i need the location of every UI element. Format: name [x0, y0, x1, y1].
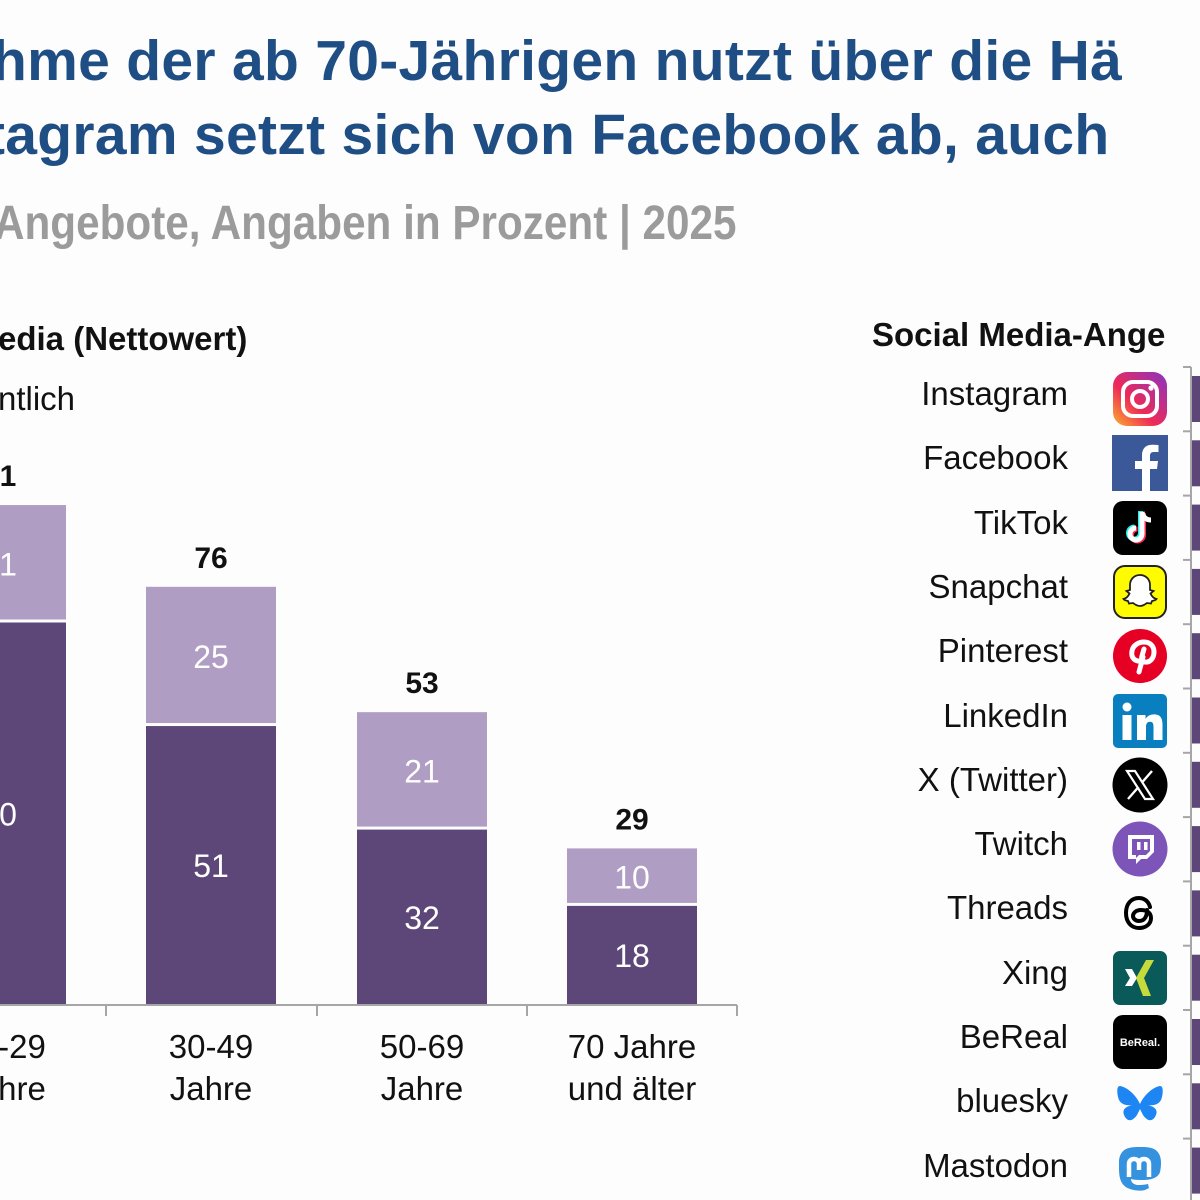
threads-icon: [1112, 885, 1168, 941]
data-label-light: 25: [193, 639, 229, 675]
platform-label: Facebook: [923, 439, 1068, 477]
instagram-icon: [1112, 371, 1168, 427]
twitch-icon: [1112, 821, 1168, 877]
svg-text:BeReal.: BeReal.: [1120, 1037, 1160, 1049]
platform-bar: [1192, 440, 1200, 487]
chart-title-line-1: hme der ab 70-Jährigen nutzt über die Hä: [0, 29, 1123, 93]
chart-title-line-2: tagram setzt sich von Facebook ab, auch: [0, 103, 1110, 167]
platform-label: Xing: [1001, 953, 1068, 991]
total-label: 29: [615, 803, 648, 836]
platform-label: Twitch: [974, 825, 1068, 863]
platform-bar: [1192, 1147, 1200, 1194]
x-twitter-icon: [1112, 757, 1168, 813]
bar-segment-dark: [146, 726, 276, 1004]
platform-label: Pinterest: [937, 632, 1068, 670]
bar-segment-light: [0, 505, 66, 620]
data-label-light: 21: [404, 753, 440, 789]
platform-label: TikTok: [973, 503, 1068, 541]
x-tick-label: -29: [0, 1028, 46, 1065]
platform-label: Snapchat: [928, 567, 1068, 605]
platform-label: bluesky: [956, 1082, 1068, 1120]
x-tick-label: 70 Jahre: [568, 1028, 696, 1065]
mastodon-icon: [1112, 1143, 1168, 1199]
platform-label: Mastodon: [923, 1146, 1068, 1184]
left-panel-subtitle: ntlich: [0, 380, 76, 417]
x-tick-label: 50-69: [380, 1028, 464, 1065]
platform-bar: [1192, 568, 1200, 615]
x-tick-label: Jahre: [170, 1070, 253, 1107]
total-label: 1: [0, 460, 16, 493]
bar-segment-light: [567, 848, 697, 903]
bar-segment-dark: [0, 622, 66, 1004]
tiktok-icon: [1112, 500, 1168, 556]
x-tick-label: Jahre: [381, 1070, 464, 1107]
xing-icon: [1112, 950, 1168, 1006]
platform-bar: [1192, 504, 1200, 551]
bar-segment-light: [146, 586, 276, 724]
data-label-light: 1: [0, 546, 17, 582]
bar-segment-dark: [357, 829, 487, 1004]
total-label: 76: [194, 542, 227, 575]
right-panel-title: Social Media-Ange: [872, 316, 1166, 353]
platform-bar: [1192, 761, 1200, 808]
platform-label: Threads: [946, 889, 1068, 927]
platform-bar: [1192, 633, 1200, 680]
platform-bar: [1192, 826, 1200, 873]
bluesky-icon: [1112, 1078, 1168, 1134]
platform-bar: [1192, 697, 1200, 744]
x-tick-label: hre: [0, 1070, 46, 1107]
platform-bar: [1192, 1019, 1200, 1065]
platform-label: BeReal: [959, 1018, 1068, 1055]
data-label-light: 10: [614, 860, 650, 896]
platform-bar: [1192, 954, 1200, 1001]
data-label-dark: 32: [404, 900, 440, 936]
platform-bar: [1192, 1083, 1200, 1130]
chart-subtitle: Angebote, Angaben in Prozent | 2025: [0, 197, 737, 250]
pinterest-icon: [1112, 628, 1168, 684]
data-label-dark: 18: [614, 938, 650, 974]
platform-label: LinkedIn: [943, 696, 1068, 734]
platform-bar: [1192, 376, 1200, 422]
x-tick-label: 30-49: [169, 1028, 253, 1065]
left-panel-title: edia (Nettowert): [0, 320, 248, 357]
linkedin-icon: [1112, 693, 1168, 749]
platform-bar: [1192, 890, 1200, 937]
x-tick-label: und älter: [568, 1070, 696, 1107]
platform-label: X (Twitter): [917, 760, 1068, 798]
data-label-dark: 0: [0, 796, 17, 832]
bar-segment-light: [357, 712, 487, 827]
bar-segment-dark: [567, 905, 697, 1004]
snapchat-icon: [1112, 564, 1168, 620]
platform-label: Instagram: [921, 375, 1068, 412]
facebook-icon: [1112, 435, 1168, 492]
bereal-icon: BeReal.: [1112, 1014, 1168, 1070]
total-label: 53: [405, 667, 438, 700]
data-label-dark: 51: [193, 848, 229, 884]
